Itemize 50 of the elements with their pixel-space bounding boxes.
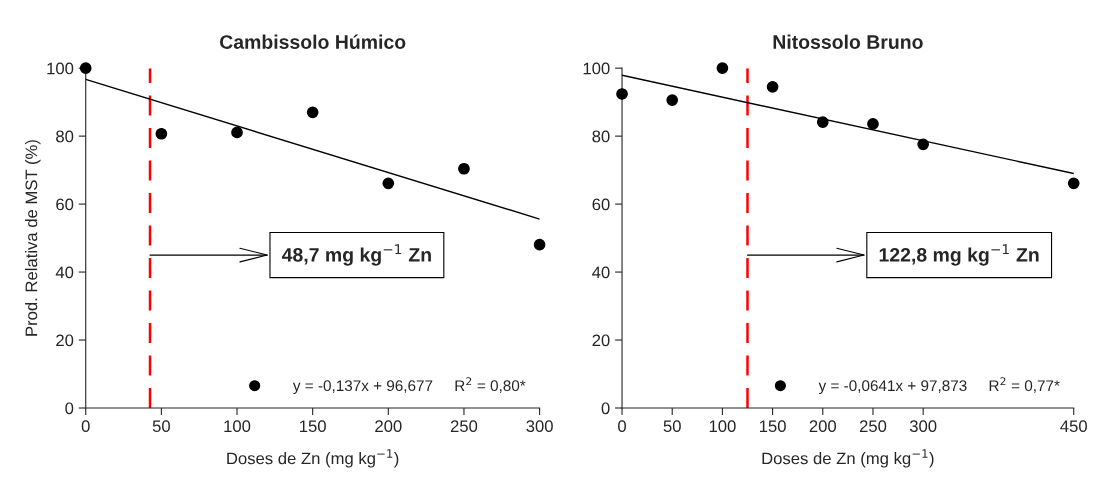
x-tick-label: 250 bbox=[859, 420, 887, 433]
point bbox=[1067, 177, 1080, 190]
y-tick-label: 80 bbox=[56, 130, 74, 143]
chart-title: Nitossolo Bruno bbox=[773, 34, 923, 49]
point bbox=[231, 126, 243, 139]
y-tick-label: 60 bbox=[56, 198, 74, 211]
point bbox=[766, 81, 779, 93]
point bbox=[533, 238, 546, 251]
x-tick-label: 300 bbox=[526, 420, 553, 433]
x-tick-label: 450 bbox=[1060, 420, 1087, 433]
y-tick-label: 60 bbox=[592, 198, 610, 211]
y-tick-label: 100 bbox=[583, 62, 610, 75]
x-tick-label: 250 bbox=[450, 420, 478, 433]
x-tick-label: 150 bbox=[300, 420, 326, 433]
x-tick-label: 100 bbox=[224, 420, 251, 433]
chart-title: Cambissolo Húmico bbox=[220, 34, 406, 49]
x-axis-title: Doses de Zn (mg kg$^{−1}$) bbox=[227, 449, 399, 468]
x-tick-label: 50 bbox=[152, 420, 170, 433]
y-tick-label: 80 bbox=[592, 130, 610, 143]
legend-label: y = -0,137x + 96,677 R$^{2}$ = 0,80* bbox=[292, 377, 526, 395]
ref-line-label: 122,8 mg kg$^{−1}$ Zn bbox=[879, 244, 1039, 266]
point bbox=[616, 88, 628, 100]
x-tick-label: 0 bbox=[81, 420, 90, 433]
x-axis-title: Doses de Zn (mg kg$^{−1}$) bbox=[762, 449, 934, 468]
point bbox=[155, 127, 168, 140]
legend-label: y = -0,0641x + 97,873 R$^{2}$ = 0,77* bbox=[818, 377, 1060, 395]
x-tick-label: 100 bbox=[709, 420, 736, 433]
x-tick-label: 0 bbox=[618, 420, 627, 433]
ref-line-label: 48,7 mg kg$^{−1}$ Zn bbox=[281, 244, 431, 266]
y-axis-title: Prod. Relativa de MST (%) bbox=[25, 140, 41, 336]
point bbox=[917, 138, 930, 151]
x-tick-label: 300 bbox=[909, 420, 937, 433]
x-tick-label: 200 bbox=[809, 420, 837, 433]
y-tick-label: 0 bbox=[65, 402, 74, 415]
y-tick-label: 20 bbox=[592, 334, 610, 347]
y-tick-label: 20 bbox=[56, 334, 74, 347]
point bbox=[716, 62, 729, 75]
point bbox=[867, 118, 879, 130]
y-tick-label: 40 bbox=[592, 266, 610, 279]
point bbox=[458, 162, 470, 175]
x-tick-label: 200 bbox=[375, 420, 402, 433]
y-tick-label: 0 bbox=[601, 402, 610, 415]
point bbox=[306, 106, 319, 119]
x-tick-label: 50 bbox=[663, 420, 681, 433]
x-tick-label: 150 bbox=[759, 420, 786, 433]
point bbox=[666, 94, 679, 106]
y-tick-label: 40 bbox=[55, 266, 74, 279]
point bbox=[382, 177, 395, 190]
y-tick-label: 100 bbox=[47, 62, 74, 75]
point bbox=[816, 116, 829, 129]
